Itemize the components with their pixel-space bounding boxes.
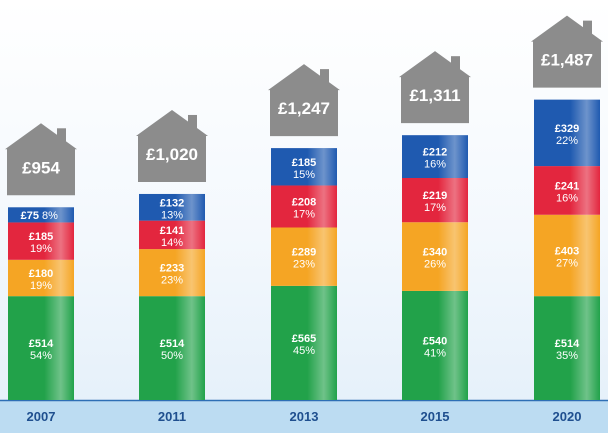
house-chimney [57, 128, 66, 146]
year-label: 2011 [158, 409, 186, 424]
house-chimney [320, 69, 329, 87]
house-chimney [451, 56, 460, 74]
bar-shine [139, 193, 205, 400]
total-house-2013: £1,247 [268, 64, 340, 137]
house-icon [268, 64, 340, 137]
total-house-2020: £1,487 [531, 15, 603, 88]
bar-shine [534, 99, 600, 400]
bar-shine [8, 207, 74, 400]
bar-stack-2007: £51454%£18019%£18519%£758% [8, 207, 74, 400]
bar-shine [402, 135, 468, 401]
house-chimney [583, 20, 592, 38]
house-icon [531, 15, 603, 88]
total-label: £1,311 [409, 86, 460, 105]
year-label: 2020 [553, 409, 582, 424]
house-chimney [188, 114, 197, 132]
total-house-2007: £954 [5, 123, 77, 196]
house-icon [136, 109, 208, 182]
year-label: 2015 [421, 409, 450, 424]
year-label: 2013 [290, 409, 319, 424]
bar-stack-2013: £56545%£28923%£20817%£18515% [271, 148, 337, 400]
bar-stack-2011: £51450%£23323%£14114%£13213% [139, 193, 205, 400]
house-icon [399, 51, 471, 124]
year-label: 2007 [27, 409, 56, 424]
house-icon [5, 123, 77, 196]
total-house-2011: £1,020 [136, 109, 208, 182]
total-label: £1,020 [146, 145, 198, 164]
total-label: £1,487 [541, 51, 593, 70]
bar-stack-2015: £54041%£34026%£21917%£21216% [402, 135, 468, 401]
bar-stack-2020: £51435%£40327%£24116%£32922% [534, 99, 600, 400]
total-house-2015: £1,311 [399, 51, 471, 124]
total-label: £954 [22, 158, 60, 177]
total-label: £1,247 [278, 99, 330, 118]
bar-shine [271, 148, 337, 400]
year-band [0, 400, 608, 433]
